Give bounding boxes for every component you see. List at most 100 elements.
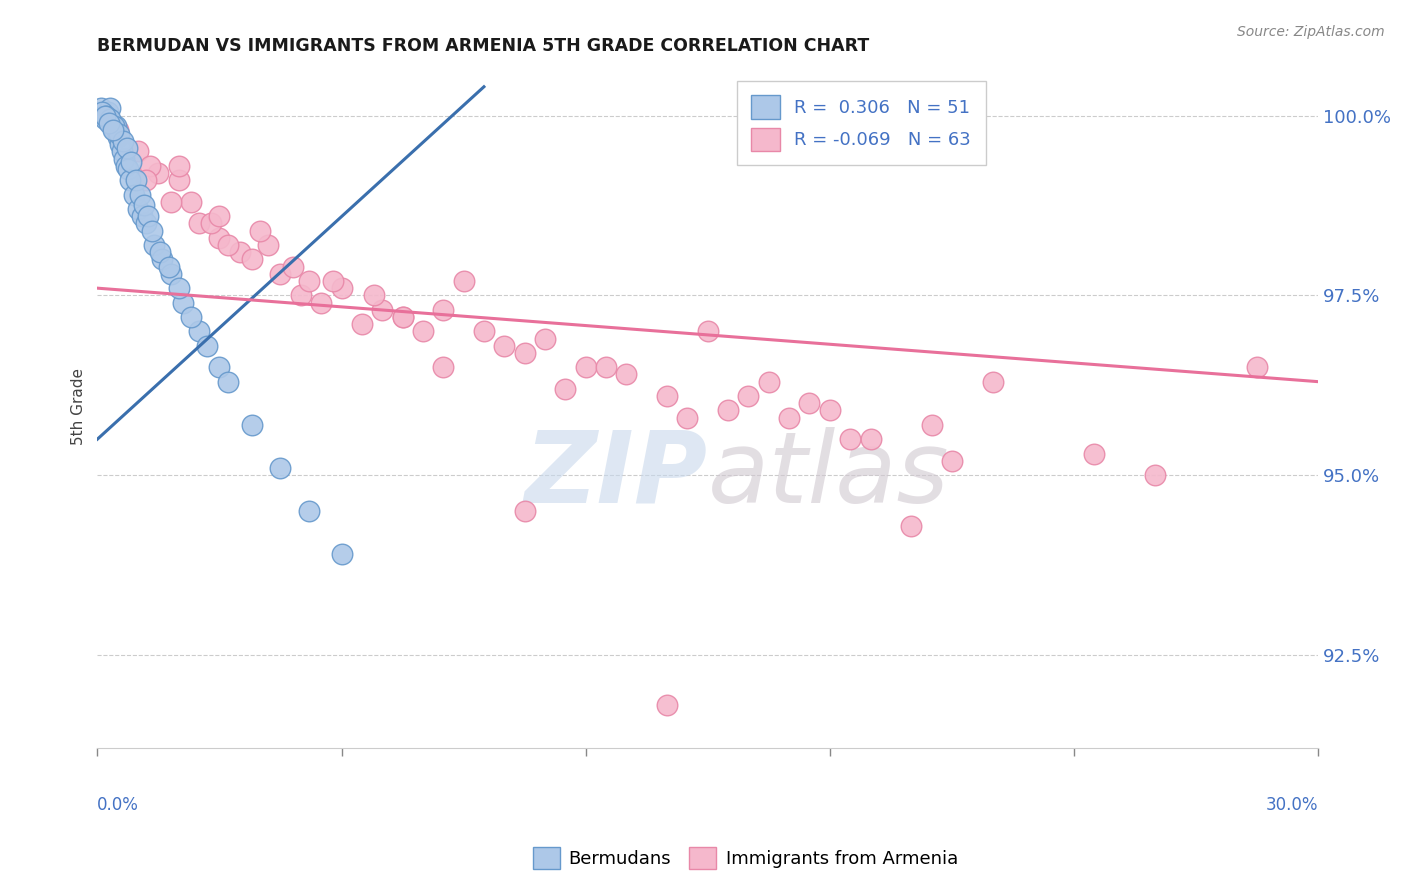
Point [921,417,943,432]
Point [100,112,122,127]
Point [859,432,882,446]
Point [125,173,148,187]
Text: ZIP: ZIP [524,426,707,524]
Point [290,288,312,302]
Point [149,245,172,260]
Point [208,360,231,375]
Legend: Bermudans, Immigrants from Armenia: Bermudans, Immigrants from Armenia [526,839,965,876]
Point [141,224,163,238]
Point [96,104,118,119]
Point [167,173,190,187]
Point [97,116,120,130]
Point [112,152,135,166]
Point [148,166,170,180]
Point [139,159,162,173]
Text: Source: ZipAtlas.com: Source: ZipAtlas.com [1237,25,1385,39]
Point [108,137,131,152]
Point [363,288,385,302]
Point [136,209,159,223]
Point [432,360,454,375]
Point [330,547,353,561]
Point [111,145,134,159]
Point [117,162,139,177]
Point [122,187,145,202]
Point [98,116,121,130]
Point [195,339,218,353]
Point [472,324,495,338]
Point [118,173,141,187]
Point [575,360,598,375]
Point [135,173,157,187]
Point [229,245,252,260]
Point [103,123,125,137]
Point [513,504,536,518]
Point [1083,447,1105,461]
Y-axis label: 5th Grade: 5th Grade [72,368,86,445]
Point [180,194,202,209]
Point [120,155,142,169]
Point [104,120,127,134]
Point [281,260,304,274]
Point [322,274,344,288]
Point [758,375,780,389]
Text: BERMUDAN VS IMMIGRANTS FROM ARMENIA 5TH GRADE CORRELATION CHART: BERMUDAN VS IMMIGRANTS FROM ARMENIA 5TH … [97,37,869,55]
Point [131,209,153,223]
Point [134,198,156,212]
Point [93,109,115,123]
Point [298,274,321,288]
Point [188,216,211,230]
Text: 30.0%: 30.0% [1265,797,1319,814]
Point [412,324,434,338]
Point [111,134,134,148]
Point [159,267,181,281]
Point [188,324,211,338]
Point [309,295,332,310]
Point [114,159,136,173]
Point [100,116,122,130]
Point [391,310,413,324]
Point [115,141,138,155]
Point [432,302,454,317]
Point [143,238,166,252]
Point [655,698,678,713]
Point [330,281,353,295]
Point [240,252,263,267]
Point [157,260,180,274]
Point [167,281,190,295]
Point [534,331,557,345]
Point [107,123,129,137]
Point [135,216,157,230]
Point [129,187,152,202]
Point [350,317,373,331]
Point [200,216,222,230]
Point [96,109,118,123]
Point [103,120,125,134]
Point [208,209,231,223]
Text: atlas: atlas [707,426,949,524]
Point [799,396,821,410]
Point [391,310,413,324]
Point [180,310,202,324]
Point [298,504,321,518]
Point [98,101,121,115]
Point [818,403,841,417]
Point [127,202,149,216]
Point [614,368,637,382]
Point [554,382,576,396]
Point [941,454,963,468]
Point [839,432,862,446]
Point [778,410,800,425]
Point [371,302,394,317]
Point [152,252,174,267]
Point [595,360,617,375]
Point [107,127,129,141]
Text: 0.0%: 0.0% [97,797,139,814]
Point [172,295,194,310]
Point [513,346,536,360]
Point [1144,468,1167,483]
Point [453,274,475,288]
Point [167,159,190,173]
Point [269,267,291,281]
Point [240,417,263,432]
Point [717,403,740,417]
